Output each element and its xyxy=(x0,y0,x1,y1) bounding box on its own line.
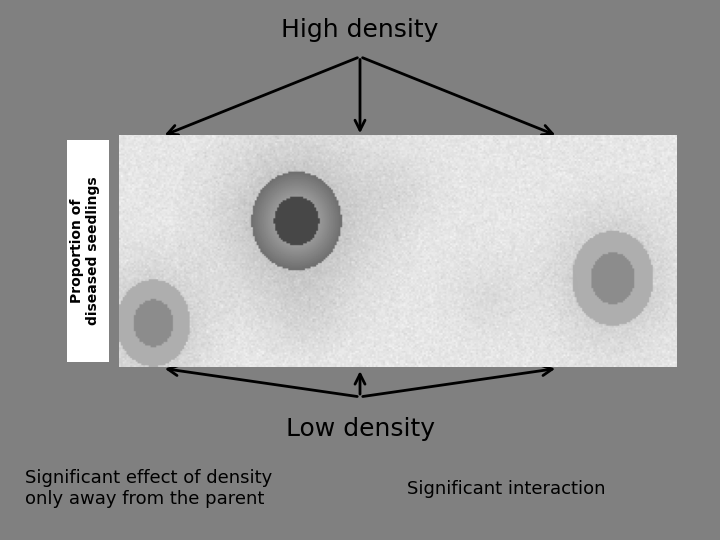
FancyArrowPatch shape xyxy=(363,58,552,135)
FancyArrowPatch shape xyxy=(355,59,365,130)
FancyArrowPatch shape xyxy=(168,58,357,135)
Text: High density: High density xyxy=(282,18,438,42)
Text: Proportion of
diseased seedlings: Proportion of diseased seedlings xyxy=(70,177,100,326)
Text: Significant effect of density
only away from the parent: Significant effect of density only away … xyxy=(25,469,272,508)
Text: Significant interaction: Significant interaction xyxy=(407,480,606,498)
FancyArrowPatch shape xyxy=(355,374,365,394)
FancyArrowPatch shape xyxy=(363,366,552,396)
FancyArrowPatch shape xyxy=(168,366,357,396)
Text: Low density: Low density xyxy=(286,417,434,441)
FancyBboxPatch shape xyxy=(67,140,109,362)
